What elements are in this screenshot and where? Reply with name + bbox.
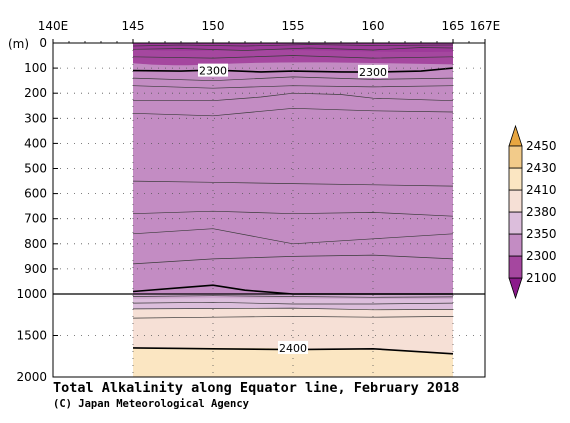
contour-label-text: 2300 (199, 65, 227, 78)
contour-label-bg (278, 340, 308, 354)
y-tick-label: 400 (24, 136, 47, 150)
contour-label-bg (358, 64, 388, 78)
x-axis: 140E 145 150 155 160 165 167E (38, 19, 501, 43)
x-tick-label: 155 (282, 19, 305, 33)
contour-line-12 (132, 301, 454, 305)
y-tick-label: 700 (24, 212, 47, 226)
colorbar-label: 2410 (526, 183, 557, 197)
y-axis: 0 100 200 300 400 500 600 700 800 900 1000 1500 2000 (16, 36, 58, 384)
contour-line-8 (132, 210, 454, 217)
colorbar-extend-high (508, 124, 523, 147)
contour-line-13 (132, 307, 454, 311)
colorbar-box-3 (508, 189, 523, 213)
colorbar-label: 2450 (526, 139, 557, 153)
y-tick-label: 1000 (16, 287, 47, 301)
contour-line-2 (132, 55, 454, 59)
y-tick-label: 800 (24, 237, 47, 251)
contour-thick-2 (132, 347, 454, 355)
x-tick-label: 140E (38, 19, 69, 33)
y-tick-label: 200 (24, 86, 47, 100)
contour-line-0 (132, 44, 454, 47)
contour-line-3 (132, 76, 454, 82)
contour-line-11 (132, 295, 454, 298)
y-tick-label: 900 (24, 262, 47, 276)
credit-text: (C) Japan Meteorological Agency (53, 398, 250, 410)
contour-line-10 (132, 254, 454, 265)
colorbar-label: 2300 (526, 249, 557, 263)
x-tick-label: 165 (442, 19, 465, 33)
y-tick-label: 100 (24, 61, 47, 75)
contour-label-text: 2400 (279, 342, 307, 355)
y-tick-label: 600 (24, 187, 47, 201)
colorbar-box-1 (508, 233, 523, 257)
colorbar-label: 2100 (526, 271, 557, 285)
colorbar: 2100 2300 2350 2380 2410 2430 2450 (508, 124, 557, 300)
x-tick-label: 160 (362, 19, 385, 33)
plot-frame (52, 42, 486, 378)
colorbar-box-4 (508, 167, 523, 191)
colorbar-label: 2380 (526, 205, 557, 219)
x-tick-label: 150 (202, 19, 225, 33)
colorbar-extend-low (508, 277, 523, 300)
contour-line-9 (132, 228, 454, 245)
y-tick-label: 2000 (16, 370, 47, 384)
x-tick-label: 145 (122, 19, 145, 33)
contour-label-text: 2300 (359, 66, 387, 79)
colorbar-label: 2350 (526, 227, 557, 241)
contour-line-5 (133, 92, 454, 102)
contour-line-1 (132, 47, 454, 51)
band-2410-2430 (133, 347, 453, 377)
contour-labels: 2300 2300 2400 (198, 63, 388, 355)
x-tick-label: 167E (470, 19, 501, 33)
colorbar-box-0 (508, 255, 523, 279)
y-tick-label: 300 (24, 111, 47, 125)
y-tick-label: 0 (39, 36, 47, 50)
chart-title: Total Alkalinity along Equator line, Feb… (53, 380, 459, 396)
colorbar-box-2 (508, 211, 523, 235)
contour-line-6 (132, 107, 454, 117)
y-tick-label: 500 (24, 162, 47, 176)
y-tick-label: 1500 (16, 329, 47, 343)
y-unit-label: (m) (8, 37, 29, 51)
contour-label-bg (198, 63, 228, 77)
colorbar-box-5 (508, 145, 523, 169)
colorbar-label: 2430 (526, 161, 557, 175)
